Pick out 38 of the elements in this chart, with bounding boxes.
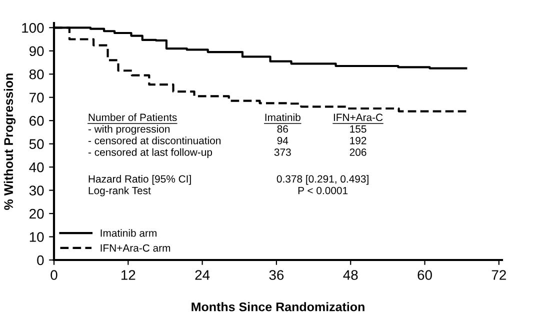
x-tick-label: 36 (269, 270, 284, 280)
annotation: - censored at last follow-up (88, 148, 212, 158)
annotation: 206 (350, 148, 366, 156)
y-tick-label: 30 (29, 186, 44, 196)
legend-label: Imatinib arm (100, 229, 156, 237)
y-tick-label: 100 (22, 22, 44, 33)
annotation: Imatinib (265, 113, 300, 122)
y-tick-label: 60 (30, 116, 44, 126)
annotation: Hazard Ratio [95% CI] (88, 174, 191, 185)
annotation: 192 (350, 136, 366, 144)
annotation: - censored at discontinuation (88, 136, 220, 144)
annotation: 86 (277, 125, 288, 133)
y-tick-label: 0 (37, 255, 44, 266)
annotation: IFN+Ara-C (334, 114, 383, 122)
x-tick-label: 0 (50, 270, 58, 280)
y-tick-label: 70 (30, 92, 44, 103)
y-tick-label: 80 (29, 69, 44, 80)
x-tick-label: 60 (418, 270, 432, 280)
y-tick-label: 90 (29, 46, 44, 56)
x-tick-label: 48 (343, 270, 358, 280)
annotation: P < 0.0001 (298, 186, 348, 194)
x-tick-label: 12 (121, 270, 136, 280)
annotation: 94 (277, 136, 288, 144)
legend-label: IFN+Ara-C arm (100, 244, 170, 252)
annotation: 155 (350, 125, 366, 133)
x-tick-label: 24 (195, 270, 210, 280)
annotation: 0.378 [0.291, 0.493] (276, 174, 368, 185)
annotation: - with progression (88, 125, 170, 135)
y-tick-label: 40 (29, 162, 44, 172)
x-tick-label: 72 (492, 270, 506, 280)
y-tick-label: 50 (29, 139, 44, 149)
annotation: 373 (274, 148, 291, 156)
y-tick-label: 20 (30, 208, 44, 219)
annotation: Log-rank Test (88, 186, 151, 196)
y-axis-title: % Without Progression (4, 74, 16, 210)
y-tick-label: 10 (30, 232, 44, 242)
x-axis-title: Months Since Randomization (192, 302, 364, 312)
annotation: Number of Patients (88, 113, 177, 122)
